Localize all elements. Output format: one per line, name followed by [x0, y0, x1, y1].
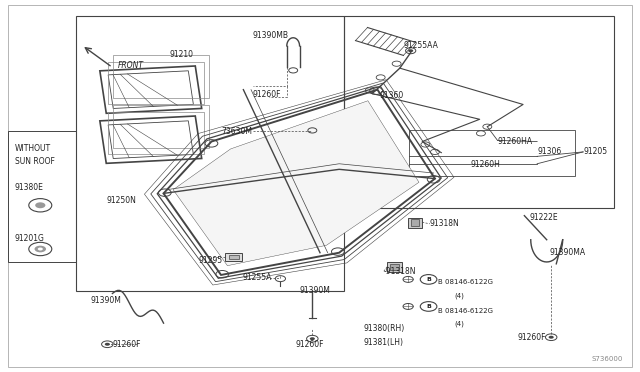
Text: 91260F: 91260F — [253, 90, 282, 99]
Circle shape — [35, 246, 46, 252]
Text: 91222E: 91222E — [529, 213, 558, 222]
Polygon shape — [173, 101, 419, 266]
Text: 91318N: 91318N — [430, 219, 460, 228]
Text: S736000: S736000 — [592, 356, 623, 362]
Text: 91260F: 91260F — [518, 333, 547, 342]
Polygon shape — [387, 262, 402, 272]
Text: 91380E: 91380E — [15, 183, 44, 192]
Text: 91260H: 91260H — [470, 160, 500, 169]
Text: 91380(RH): 91380(RH) — [364, 324, 404, 333]
Text: (4): (4) — [454, 321, 464, 327]
Circle shape — [408, 49, 413, 52]
Circle shape — [548, 336, 554, 339]
Circle shape — [105, 343, 110, 346]
Polygon shape — [412, 219, 419, 226]
Polygon shape — [408, 218, 422, 228]
Text: 91201G: 91201G — [15, 234, 45, 243]
Circle shape — [38, 247, 43, 250]
Text: 91295: 91295 — [198, 256, 223, 264]
Text: 91390MB: 91390MB — [253, 31, 289, 41]
Text: 91306: 91306 — [537, 147, 561, 156]
Text: 91210: 91210 — [170, 50, 194, 59]
Polygon shape — [225, 253, 242, 261]
Text: B 08146-6122G: B 08146-6122G — [438, 279, 493, 285]
Text: -91318N: -91318N — [384, 267, 417, 276]
Text: 73630M: 73630M — [221, 126, 252, 136]
Text: 91255A: 91255A — [242, 273, 271, 282]
Circle shape — [310, 337, 315, 340]
Text: 91390MA: 91390MA — [550, 248, 586, 257]
Polygon shape — [390, 264, 399, 270]
Text: B: B — [426, 304, 431, 309]
Text: 91381(LH): 91381(LH) — [364, 338, 403, 347]
Text: 91250N: 91250N — [106, 196, 136, 205]
Text: B: B — [426, 277, 431, 282]
Text: (4): (4) — [454, 292, 464, 299]
Text: 91390M: 91390M — [300, 286, 330, 295]
Text: 91260F: 91260F — [113, 340, 141, 349]
Text: 91255AA: 91255AA — [403, 41, 438, 51]
Circle shape — [35, 202, 45, 208]
Text: 91390M: 91390M — [90, 296, 121, 305]
Text: WITHOUT: WITHOUT — [15, 144, 51, 153]
Text: 91360: 91360 — [380, 91, 404, 100]
Text: FRONT: FRONT — [118, 61, 143, 70]
Text: 91205: 91205 — [583, 147, 607, 156]
Polygon shape — [228, 255, 239, 259]
Text: B 08146-6122G: B 08146-6122G — [438, 308, 493, 314]
Text: SUN ROOF: SUN ROOF — [15, 157, 54, 166]
Text: 91260F: 91260F — [296, 340, 324, 349]
Text: 91260HA: 91260HA — [497, 137, 532, 146]
